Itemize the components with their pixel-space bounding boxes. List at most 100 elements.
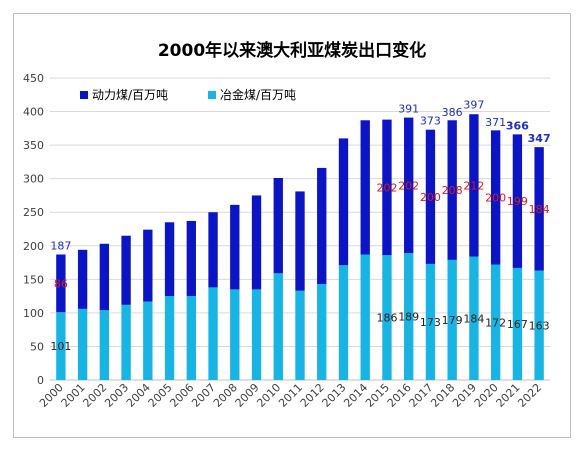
x-tick-label: 2014 [341,381,370,410]
bar-thermal [404,117,414,254]
bar-thermal [208,212,218,288]
thermal-data-label: 212 [463,179,484,192]
bar-thermal [512,134,523,268]
bar-thermal [273,177,283,274]
bar-thermal [338,138,349,266]
total-data-label: 366 [506,119,529,132]
y-tick-label: 150 [23,273,44,286]
bar-metallurgical [186,296,196,380]
y-tick-label: 350 [23,139,44,152]
x-tick-label: 2002 [80,381,109,410]
y-tick-label: 100 [23,307,44,320]
total-data-label: 391 [398,103,419,116]
x-tick-label: 2015 [363,381,392,410]
bar-thermal [490,130,501,265]
bar-thermal [121,235,131,305]
x-tick-label: 2006 [167,381,196,410]
y-tick-label: 300 [23,173,44,186]
x-tick-label: 2021 [494,381,523,410]
bar-metallurgical [534,270,544,380]
bar-thermal [534,147,544,271]
x-tick-label: 2017 [407,381,436,410]
legend-metallurgical: 冶金煤/百万吨 [208,86,296,103]
bar-thermal [425,129,436,264]
thermal-data-label: 202 [376,181,397,194]
bar-metallurgical [56,312,66,380]
bar-thermal [382,119,392,256]
x-tick-label: 2016 [385,381,414,410]
bar-metallurgical [360,254,370,380]
total-data-label: 386 [442,106,463,119]
bar-metallurgical [230,289,240,380]
bar-metallurgical [512,267,523,380]
metallurgical-data-label: 179 [442,314,463,327]
metallurgical-data-label: 189 [398,311,419,324]
bar-thermal [360,120,370,255]
total-data-label: 397 [463,99,484,112]
y-tick-label: 450 [23,72,44,85]
bar-thermal [317,167,327,285]
x-tick-label: 2008 [211,381,240,410]
total-data-label: 187 [50,240,71,253]
bar-metallurgical [99,310,110,380]
bar-metallurgical [273,273,283,380]
thermal-data-label: 86 [54,277,68,290]
y-tick-label: 50 [30,340,44,353]
x-tick-label: 2013 [320,381,349,410]
bar-metallurgical [121,304,131,380]
x-tick-label: 2005 [146,381,175,410]
bar-metallurgical [251,289,262,380]
y-tick-label: 250 [23,206,44,219]
x-tick-label: 2009 [233,381,262,410]
thermal-data-label: 200 [420,191,441,204]
legend-metallurgical-label: 冶金煤/百万吨 [220,88,297,102]
bar-thermal [186,220,196,297]
x-tick-label: 2011 [276,381,305,410]
thermal-data-label: 208 [442,184,463,197]
total-data-label: 371 [485,116,506,129]
metallurgical-data-label: 172 [485,316,506,329]
bar-metallurgical [382,255,392,380]
metallurgical-data-label: 101 [50,340,71,353]
bar-thermal [77,249,88,309]
total-data-label: 347 [528,132,551,145]
y-tick-label: 0 [37,374,44,387]
x-tick-label: 2020 [472,381,501,410]
x-tick-label: 2004 [124,381,153,410]
metallurgical-data-label: 173 [420,316,441,329]
x-tick-label: 2007 [189,381,218,410]
thermal-data-label: 199 [507,195,528,208]
bar-thermal [164,222,175,297]
thermal-data-label: 184 [529,203,550,216]
metallurgical-data-label: 167 [507,318,528,331]
bar-metallurgical [164,296,175,380]
bar-thermal [230,204,240,290]
bar-thermal [251,195,262,290]
legend-thermal-swatch [80,90,88,99]
bar-metallurgical [208,287,218,380]
bar-metallurgical [317,284,327,380]
legend-thermal: 动力煤/百万吨 [80,86,168,103]
bar-metallurgical [425,263,436,380]
bar-metallurgical [295,290,305,380]
total-data-label: 373 [420,115,441,128]
bar-metallurgical [338,265,349,380]
bar-thermal [56,254,66,313]
bar-thermal [447,120,457,260]
bar-metallurgical [143,301,153,380]
x-tick-label: 2022 [515,381,544,410]
bar-metallurgical [447,259,457,380]
x-tick-label: 2012 [298,381,327,410]
bar-thermal [143,229,153,302]
bar-metallurgical [490,264,501,380]
bar-metallurgical [469,256,479,380]
x-tick-label: 2019 [450,381,479,410]
metallurgical-data-label: 184 [463,312,484,325]
y-tick-label: 400 [23,106,44,119]
x-tick-label: 2003 [102,381,131,410]
x-tick-label: 2018 [428,381,457,410]
bar-thermal [295,191,305,291]
bar-metallurgical [77,308,88,380]
legend-thermal-label: 动力煤/百万吨 [92,88,169,102]
